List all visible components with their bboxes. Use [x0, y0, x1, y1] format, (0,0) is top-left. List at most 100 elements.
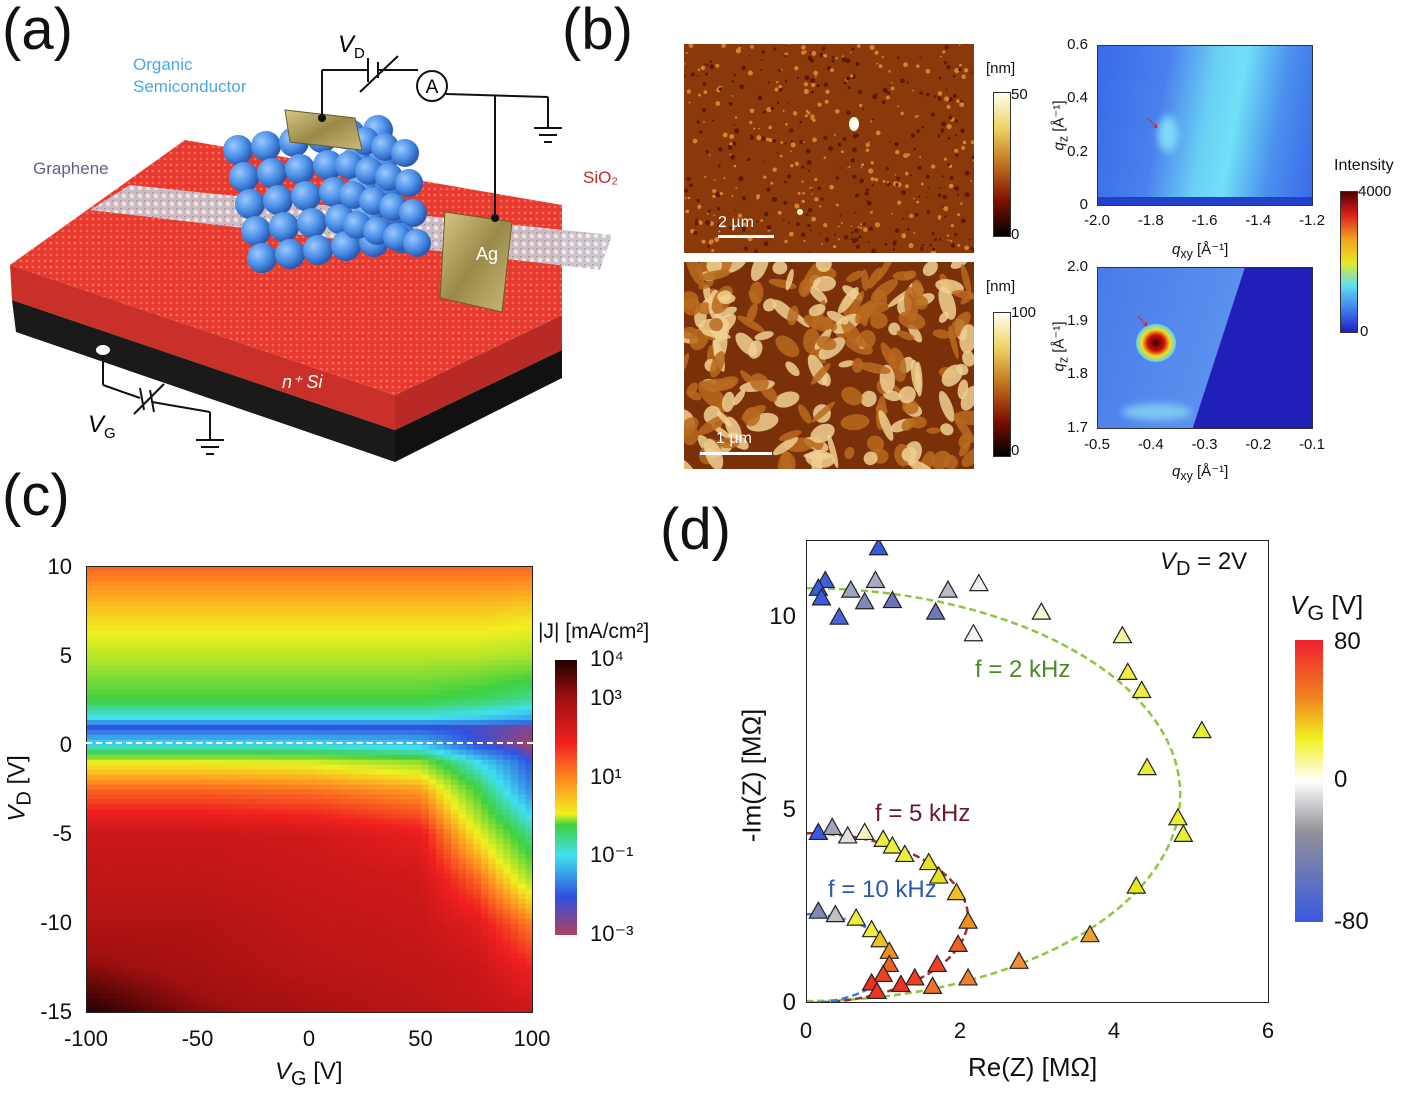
heatmap-cell — [465, 829, 474, 835]
heatmap-cell — [264, 824, 273, 830]
heatmap-cell — [145, 690, 154, 696]
heatmap-cell — [480, 883, 489, 890]
heatmap-cell — [495, 580, 504, 587]
heatmap-cell — [145, 804, 154, 810]
heatmap-cell — [451, 665, 460, 671]
heatmap-cell — [346, 710, 355, 716]
heatmap-cell — [123, 749, 132, 756]
heatmap-cell — [428, 570, 437, 577]
afm-grain — [851, 47, 855, 51]
heatmap-cell — [480, 630, 489, 637]
heatmap-cell — [503, 605, 512, 612]
heatmap-cell — [100, 849, 109, 855]
heatmap-cell — [123, 829, 132, 835]
heatmap-cell — [525, 665, 533, 671]
afm-grain — [790, 140, 793, 143]
heatmap-cell — [421, 670, 430, 676]
heatmap-cell — [458, 600, 467, 607]
afm-grain — [784, 54, 787, 58]
heatmap-cell — [518, 829, 527, 835]
heatmap-cell — [480, 575, 489, 582]
heatmap-cell — [488, 754, 497, 761]
heatmap-cell — [302, 759, 311, 766]
heatmap-cell — [473, 710, 482, 716]
heatmap-cell — [331, 729, 340, 736]
heatmap-cell — [182, 610, 191, 617]
heatmap-cell — [257, 625, 266, 632]
afm-grain — [750, 45, 754, 49]
afm-grain — [882, 180, 886, 183]
heatmap-cell — [175, 665, 184, 671]
heatmap-cell — [93, 690, 102, 696]
heatmap-cell — [138, 700, 147, 706]
heatmap-cell — [130, 754, 139, 761]
heatmap-cell — [160, 759, 169, 766]
heatmap-cell — [331, 769, 340, 776]
heatmap-cell — [361, 759, 370, 766]
heatmap-cell — [123, 844, 132, 850]
heatmap-cell — [160, 844, 169, 850]
heatmap-cell — [257, 799, 266, 805]
heatmap-cell — [242, 764, 251, 771]
heatmap-cell — [212, 814, 221, 820]
heatmap-cell — [294, 898, 303, 905]
heatmap-cell — [93, 903, 102, 910]
heatmap-cell — [354, 690, 363, 696]
heatmap-cell — [443, 754, 452, 761]
heatmap-cell — [413, 878, 422, 885]
afm-grain — [881, 56, 884, 59]
heatmap-cell — [197, 774, 206, 781]
heatmap-cell — [443, 640, 452, 647]
heatmap-cell — [123, 759, 132, 766]
afm-grain — [684, 353, 690, 375]
heatmap-cell — [115, 605, 124, 612]
heatmap-cell — [316, 570, 325, 577]
heatmap-cell — [316, 779, 325, 786]
afm-image-bottom — [684, 262, 974, 469]
heatmap-cell — [443, 774, 452, 781]
heatmap-cell — [264, 675, 273, 681]
heatmap-cell — [458, 630, 467, 637]
heatmap-cell — [354, 724, 363, 731]
afm-grain — [772, 139, 776, 143]
heatmap-cell — [451, 719, 460, 726]
heatmap-cell — [465, 680, 474, 686]
heatmap-cell — [264, 724, 273, 731]
heatmap-cell — [205, 764, 214, 771]
heatmap-cell — [138, 883, 147, 890]
heatmap-cell — [391, 655, 400, 661]
afm-grain — [712, 194, 716, 199]
heatmap-cell — [302, 690, 311, 696]
heatmap-cell — [391, 625, 400, 632]
panel-d-label: (d) — [660, 497, 731, 562]
afm-grain — [843, 235, 849, 240]
heatmap-cell — [391, 829, 400, 835]
heatmap-cell — [160, 585, 169, 592]
heatmap-cell — [257, 878, 266, 885]
afm-grain — [760, 136, 766, 141]
heatmap-cell — [406, 878, 415, 885]
heatmap-cell — [220, 710, 229, 716]
heatmap-cell — [220, 665, 229, 671]
heatmap-cell — [145, 769, 154, 776]
sio2-label: SiO₂ — [583, 168, 618, 187]
heatmap-cell — [130, 630, 139, 637]
heatmap-cell — [115, 779, 124, 786]
heatmap-cell — [413, 784, 422, 791]
afm-grain — [938, 76, 942, 80]
heatmap-cell — [428, 600, 437, 607]
heatmap-cell — [115, 724, 124, 731]
sio2-front — [10, 265, 395, 430]
heatmap-cell — [361, 665, 370, 671]
heatmap-cell — [175, 849, 184, 855]
heatmap-cell — [339, 685, 348, 691]
heatmap-cell — [339, 749, 348, 756]
heatmap-cell — [264, 859, 273, 865]
heatmap-cell — [227, 834, 236, 840]
heatmap-cell — [465, 715, 474, 721]
heatmap-cell — [503, 888, 512, 895]
heatmap-cell — [145, 719, 154, 726]
heatmap-cell — [257, 893, 266, 900]
giwaxs-bottom-xtick: -0.2 — [1245, 436, 1272, 453]
heatmap-cell — [421, 873, 430, 880]
